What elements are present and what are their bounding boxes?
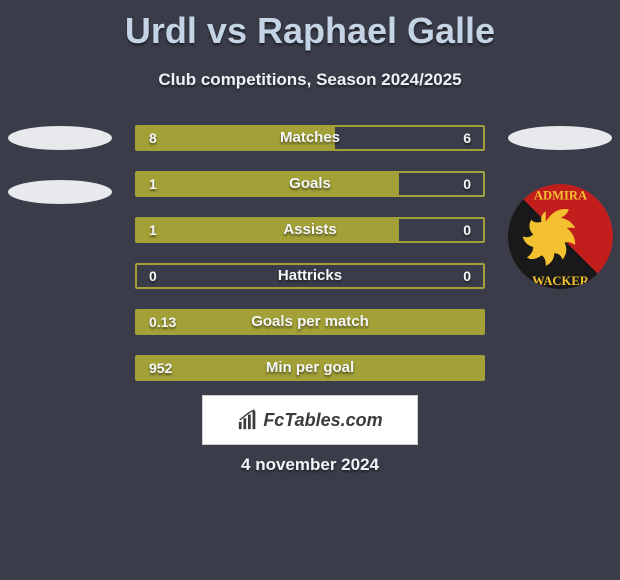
- ellipse-mark: [8, 126, 112, 150]
- bar-chart-icon: [237, 409, 259, 431]
- svg-text:ADMIRA: ADMIRA: [534, 189, 587, 203]
- stat-value-left: 1: [149, 219, 157, 241]
- club-crest-icon: ADMIRA WACKER: [508, 184, 613, 289]
- svg-text:WACKER: WACKER: [532, 274, 590, 288]
- stat-value-left: 952: [149, 357, 172, 379]
- stat-bar: Goals per match0.13: [135, 309, 485, 335]
- stats-bars: Matches86Goals10Assists10Hattricks00Goal…: [135, 125, 485, 381]
- stat-bar: Matches8 6: [135, 125, 485, 151]
- left-player-marks: [0, 126, 120, 204]
- right-player-marks: [500, 126, 620, 150]
- stat-value-left: 1: [149, 173, 157, 195]
- stat-value-right: 0: [463, 173, 471, 195]
- stat-bar-label: Matches: [137, 127, 483, 149]
- stat-bar-label: Goals: [137, 173, 483, 195]
- stat-bar-label: Assists: [137, 219, 483, 241]
- stat-bar-label: Goals per match: [137, 311, 483, 333]
- stat-bar-label: Hattricks: [137, 265, 483, 287]
- stat-bar: Hattricks0 0: [135, 263, 485, 289]
- date-text: 4 november 2024: [0, 455, 620, 475]
- subtitle: Club competitions, Season 2024/2025: [0, 70, 620, 90]
- ellipse-mark: [508, 126, 612, 150]
- right-avatar: ADMIRA WACKER: [508, 184, 613, 289]
- stat-bar-label: Min per goal: [137, 357, 483, 379]
- stat-value-left: 0.13: [149, 311, 176, 333]
- fctables-badge: FcTables.com: [202, 395, 418, 445]
- stat-bar: Min per goal952: [135, 355, 485, 381]
- stat-bar: Assists1 0: [135, 217, 485, 243]
- stat-bar: Goals1 0: [135, 171, 485, 197]
- stat-value-right: 6: [463, 127, 471, 149]
- stat-value-right: 0: [463, 219, 471, 241]
- fctables-label: FcTables.com: [263, 410, 382, 431]
- page-title: Urdl vs Raphael Galle: [0, 0, 620, 52]
- stat-value-left: 8: [149, 127, 157, 149]
- stat-value-right: 0: [463, 265, 471, 287]
- stat-value-left: 0: [149, 265, 157, 287]
- ellipse-mark: [8, 180, 112, 204]
